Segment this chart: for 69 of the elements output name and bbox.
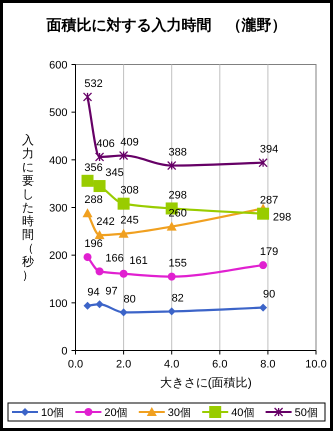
data-label: 245 [120,214,139,227]
point [168,307,176,316]
data-label: 161 [129,254,148,267]
data-label: 298 [168,189,187,202]
data-label: 94 [87,286,100,299]
data-label: 406 [96,138,115,150]
data-label: 532 [84,78,103,90]
data-label: 155 [168,258,187,270]
point [168,272,176,281]
data-label: 82 [172,292,184,304]
point [259,261,268,270]
data-label: 97 [105,285,118,298]
data-label: 179 [260,246,278,258]
x-tick-label: 6.0 [212,358,228,370]
chart-title: 面積比に対する入力時間 （瀧野） [46,16,286,34]
legend-label: 20個 [104,407,128,419]
data-label: 196 [84,238,103,250]
data-label: 260 [168,208,187,220]
data-label: 356 [84,162,103,174]
y-tick-label: 300 [49,202,68,214]
x-tick-label: 0.0 [68,358,84,370]
point [259,304,268,312]
point [257,208,270,220]
x-tick-label: 4.0 [164,358,180,370]
y-tick-label: 0 [61,346,68,358]
point [118,150,128,160]
point [118,198,130,210]
x-tick-label: 10.0 [305,358,327,370]
data-label: 345 [105,167,124,180]
point [258,158,268,168]
y-tick-label: 600 [49,60,68,72]
x-tick-label: 2.0 [116,358,132,370]
point [82,92,92,102]
data-label: 90 [262,288,276,301]
point [120,308,128,316]
data-label: 409 [120,136,139,149]
y-tick-label: 100 [49,298,68,310]
y-tick-label: 400 [49,154,68,167]
point [94,230,105,240]
data-label: 288 [84,194,103,206]
point [167,160,176,170]
point [82,174,94,187]
legend-label: 30個 [168,407,192,419]
point [166,222,177,231]
data-label: 166 [105,252,124,264]
data-label: 394 [260,144,278,156]
y-tick-label: 200 [49,250,68,262]
data-label: 308 [120,184,139,197]
legend-label: 10個 [41,407,64,419]
point [96,267,104,276]
data-label: 388 [168,146,187,159]
point [84,302,92,310]
point [94,180,106,192]
point [120,270,128,278]
legend-label: 40個 [231,407,254,419]
y-tick-label: 500 [49,107,68,120]
data-label: 298 [272,211,292,224]
legend-label: 50個 [294,407,318,419]
point [96,300,104,308]
y-axis-title: 入力に要した時間（秒） [22,133,34,282]
point [94,152,104,162]
x-axis-title: 大きさに(面積比) [160,376,252,390]
x-tick-label: 8.0 [260,358,276,370]
data-label: 242 [96,216,115,228]
point [82,208,93,218]
data-label: 287 [260,194,278,207]
point [118,228,129,238]
data-label: 80 [123,293,136,306]
point [84,253,92,262]
